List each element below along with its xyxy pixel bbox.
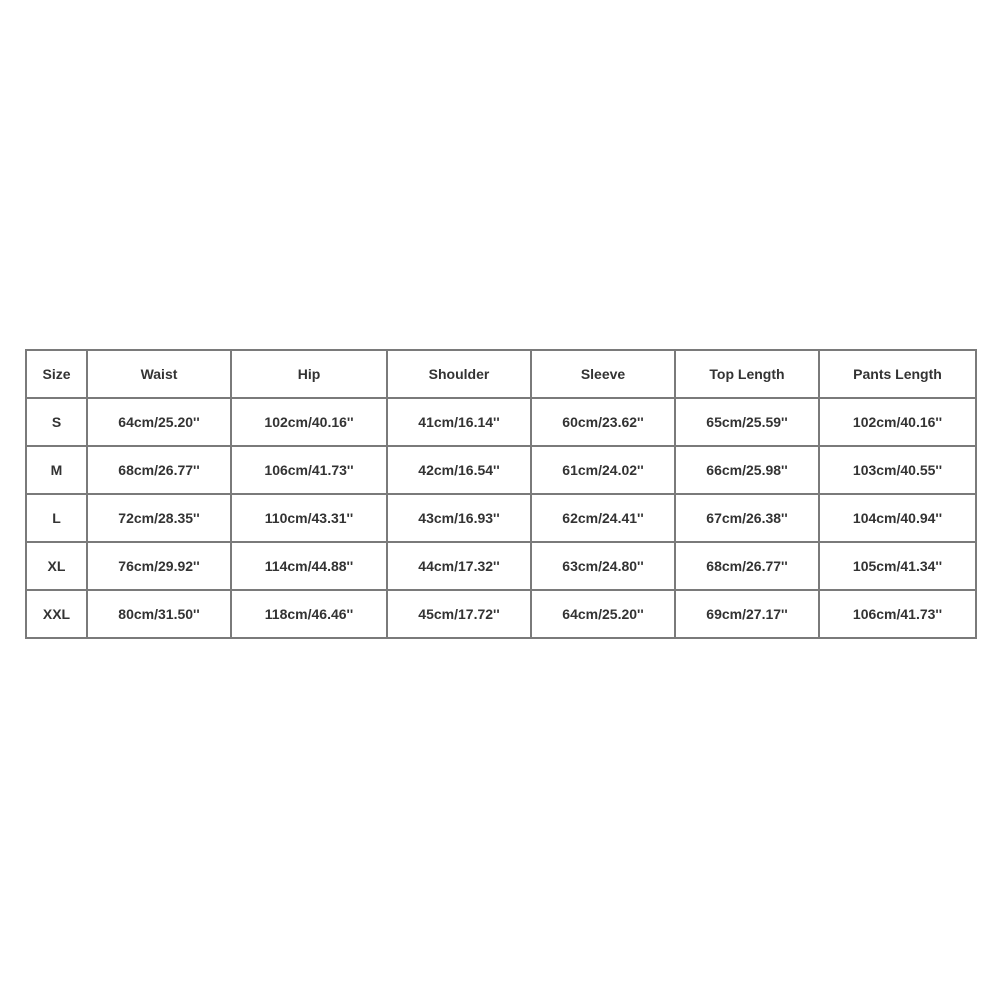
- measurement-cell: 67cm/26.38'': [674, 493, 820, 543]
- measurement-cell: 110cm/43.31'': [230, 493, 388, 543]
- measurement-cell: 68cm/26.77'': [674, 541, 820, 591]
- measurement-cell: 106cm/41.73'': [818, 589, 977, 639]
- measurement-cell: 103cm/40.55'': [818, 445, 977, 495]
- measurement-cell: 66cm/25.98'': [674, 445, 820, 495]
- measurement-cell: 45cm/17.72'': [386, 589, 532, 639]
- size-label-cell: L: [25, 493, 88, 543]
- measurement-cell: 64cm/25.20'': [530, 589, 676, 639]
- measurement-cell: 62cm/24.41'': [530, 493, 676, 543]
- size-label-cell: XXL: [25, 589, 88, 639]
- column-header: Shoulder: [386, 349, 532, 399]
- measurement-cell: 42cm/16.54'': [386, 445, 532, 495]
- column-header: Size: [25, 349, 88, 399]
- measurement-cell: 118cm/46.46'': [230, 589, 388, 639]
- measurement-cell: 102cm/40.16'': [230, 397, 388, 447]
- measurement-cell: 41cm/16.14'': [386, 397, 532, 447]
- size-label-cell: M: [25, 445, 88, 495]
- measurement-cell: 114cm/44.88'': [230, 541, 388, 591]
- measurement-cell: 64cm/25.20'': [86, 397, 232, 447]
- measurement-cell: 44cm/17.32'': [386, 541, 532, 591]
- column-header: Hip: [230, 349, 388, 399]
- table-row: XL 76cm/29.92'' 114cm/44.88'' 44cm/17.32'' 6…: [25, 541, 977, 591]
- measurement-cell: 105cm/41.34'': [818, 541, 977, 591]
- size-label-cell: XL: [25, 541, 88, 591]
- measurement-cell: 76cm/29.92'': [86, 541, 232, 591]
- measurement-cell: 63cm/24.80'': [530, 541, 676, 591]
- column-header: Sleeve: [530, 349, 676, 399]
- table-row: L 72cm/28.35'' 110cm/43.31'' 43cm/16.93'' 62…: [25, 493, 977, 543]
- measurement-cell: 72cm/28.35'': [86, 493, 232, 543]
- measurement-cell: 106cm/41.73'': [230, 445, 388, 495]
- column-header: Top Length: [674, 349, 820, 399]
- measurement-cell: 65cm/25.59'': [674, 397, 820, 447]
- column-header: Pants Length: [818, 349, 977, 399]
- column-header: Waist: [86, 349, 232, 399]
- measurement-cell: 69cm/27.17'': [674, 589, 820, 639]
- header-row: Size Waist Hip Shoulder Sleeve Top Length Pant…: [25, 349, 977, 399]
- size-chart-table: Size Waist Hip Shoulder Sleeve Top Length Pant…: [25, 349, 977, 639]
- table-row: M 68cm/26.77'' 106cm/41.73'' 42cm/16.54'' 61…: [25, 445, 977, 495]
- measurement-cell: 60cm/23.62'': [530, 397, 676, 447]
- table-row: S 64cm/25.20'' 102cm/40.16'' 41cm/16.14'' 60…: [25, 397, 977, 447]
- measurement-cell: 43cm/16.93'': [386, 493, 532, 543]
- measurement-cell: 102cm/40.16'': [818, 397, 977, 447]
- measurement-cell: 104cm/40.94'': [818, 493, 977, 543]
- measurement-cell: 68cm/26.77'': [86, 445, 232, 495]
- measurement-cell: 80cm/31.50'': [86, 589, 232, 639]
- measurement-cell: 61cm/24.02'': [530, 445, 676, 495]
- table-row: XXL 80cm/31.50'' 118cm/46.46'' 45cm/17.72''…: [25, 589, 977, 639]
- size-label-cell: S: [25, 397, 88, 447]
